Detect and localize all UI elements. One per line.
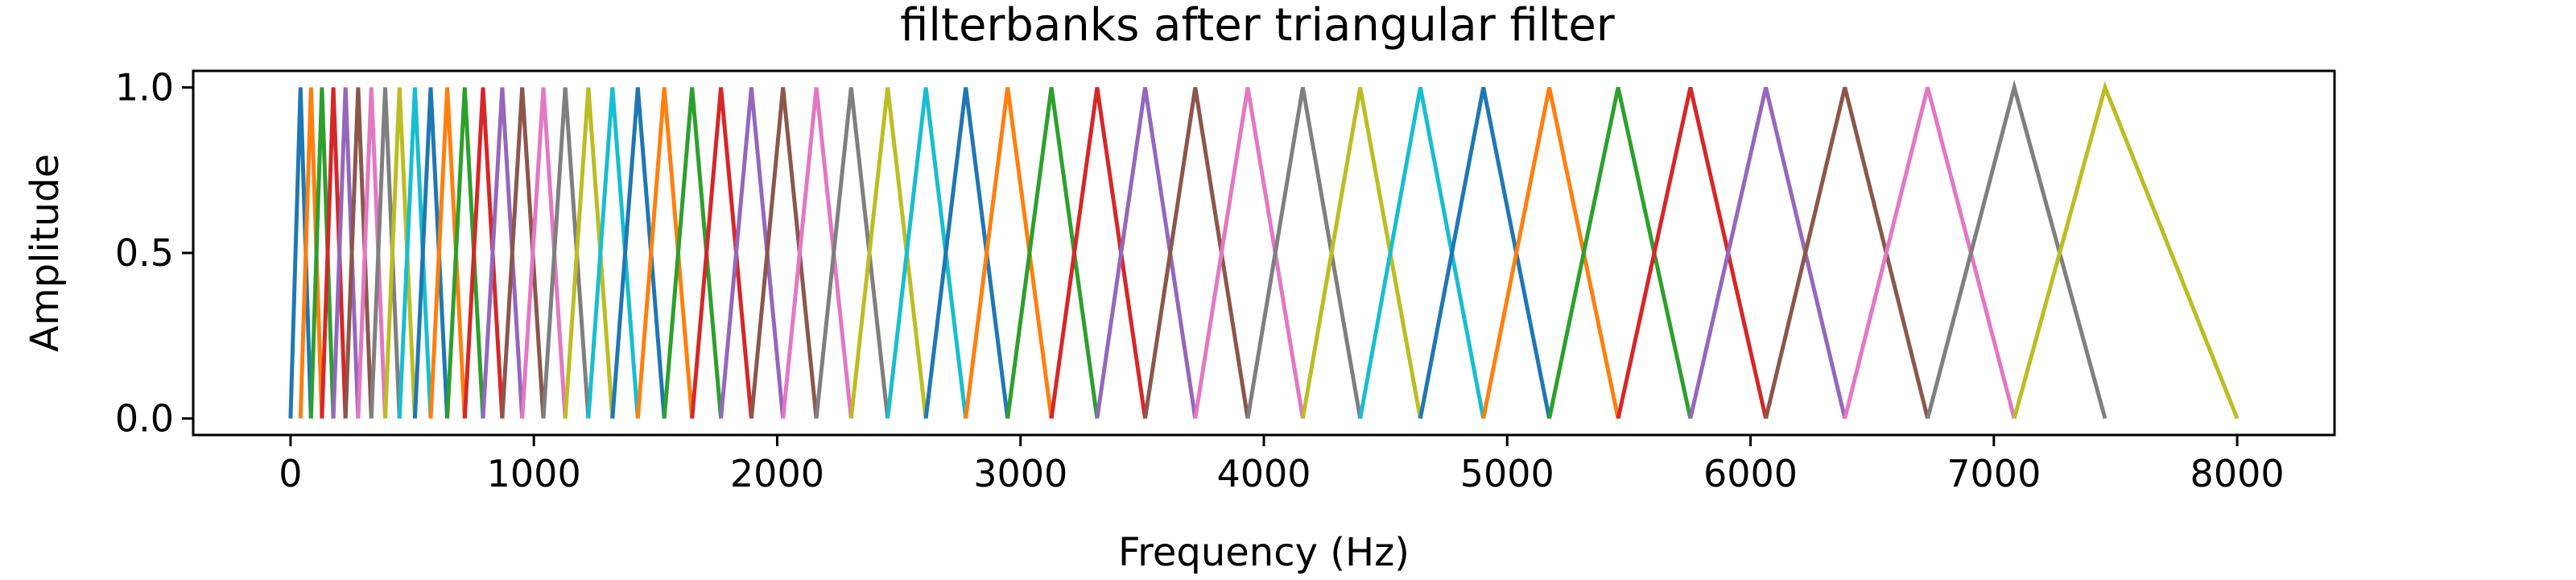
filter-42-line: [1481, 86, 1620, 420]
x-tick-label: 2000: [730, 452, 824, 495]
filter-43-line: [1547, 86, 1693, 420]
x-tick-label: 1000: [487, 452, 581, 495]
filter-12-line: [428, 87, 467, 419]
filter-37-line: [1193, 87, 1305, 419]
filter-7-line: [356, 87, 387, 419]
filter-47-line: [1843, 86, 2017, 420]
y-axis-label: Amplitude: [23, 154, 68, 352]
y-tick-label: 0.0: [115, 396, 174, 440]
filter-9-line: [383, 87, 417, 419]
filter-49-line: [2012, 81, 2240, 420]
filter-22-line: [635, 87, 695, 419]
x-tick-label: 0: [279, 452, 302, 495]
filter-25-line: [719, 87, 786, 419]
filter-11-line: [412, 87, 450, 419]
filter-26-line: [749, 87, 819, 419]
filter-17-line: [520, 87, 568, 419]
filter-1-line: [288, 87, 313, 419]
filter-8-line: [369, 87, 402, 419]
filter-29-line: [848, 87, 928, 419]
filter-16-line: [500, 87, 546, 419]
x-tick-label: 8000: [2190, 452, 2285, 495]
filter-39-line: [1300, 87, 1422, 419]
filter-44-line: [1616, 86, 1769, 420]
filter-45-line: [1688, 86, 1847, 420]
filter-4-line: [320, 87, 348, 419]
filter-10-line: [397, 87, 433, 419]
y-axis: 0.0 0.5 1.0: [115, 66, 193, 440]
filter-48-line: [1926, 79, 2107, 420]
filter-2-line: [298, 87, 324, 419]
filter-23-line: [662, 87, 724, 419]
y-tick-label: 0.5: [115, 231, 174, 275]
filter-35-line: [1095, 87, 1198, 419]
filter-6-line: [343, 87, 374, 419]
filter-19-line: [563, 87, 615, 419]
x-tick-label: 5000: [1460, 452, 1554, 495]
filter-3-line: [308, 87, 336, 419]
filter-18-line: [541, 87, 591, 419]
x-tick-label: 7000: [1946, 452, 2041, 495]
filter-40-line: [1358, 87, 1486, 419]
y-tick-label: 1.0: [115, 66, 174, 110]
filter-20-line: [586, 87, 640, 419]
filter-24-line: [690, 87, 753, 419]
filter-27-line: [781, 87, 853, 419]
filter-21-line: [610, 87, 667, 419]
filter-30-line: [886, 87, 968, 419]
filter-28-line: [814, 87, 890, 419]
filter-15-line: [481, 87, 525, 419]
x-axis: 0 1000 2000 3000 4000 5000 6000 7000 8000: [279, 435, 2285, 495]
x-tick-label: 4000: [1216, 452, 1311, 495]
filter-31-line: [923, 87, 1010, 419]
filter-13-line: [445, 87, 485, 419]
filter-14-line: [462, 87, 505, 419]
x-tick-label: 3000: [973, 452, 1067, 495]
x-tick-label: 6000: [1703, 452, 1798, 495]
filter-34-line: [1049, 87, 1147, 419]
x-axis-label: Frequency (Hz): [1118, 530, 1410, 575]
chart-title: filterbanks after triangular filter: [900, 0, 1616, 52]
filter-5-line: [331, 87, 361, 419]
filter-33-line: [1005, 87, 1100, 419]
filter-38-line: [1245, 87, 1363, 419]
filter-41-line: [1418, 87, 1552, 419]
filter-32-line: [964, 87, 1054, 419]
filter-36-line: [1143, 87, 1250, 419]
filter-46-line: [1764, 86, 1930, 420]
series-layer: [288, 79, 2240, 420]
